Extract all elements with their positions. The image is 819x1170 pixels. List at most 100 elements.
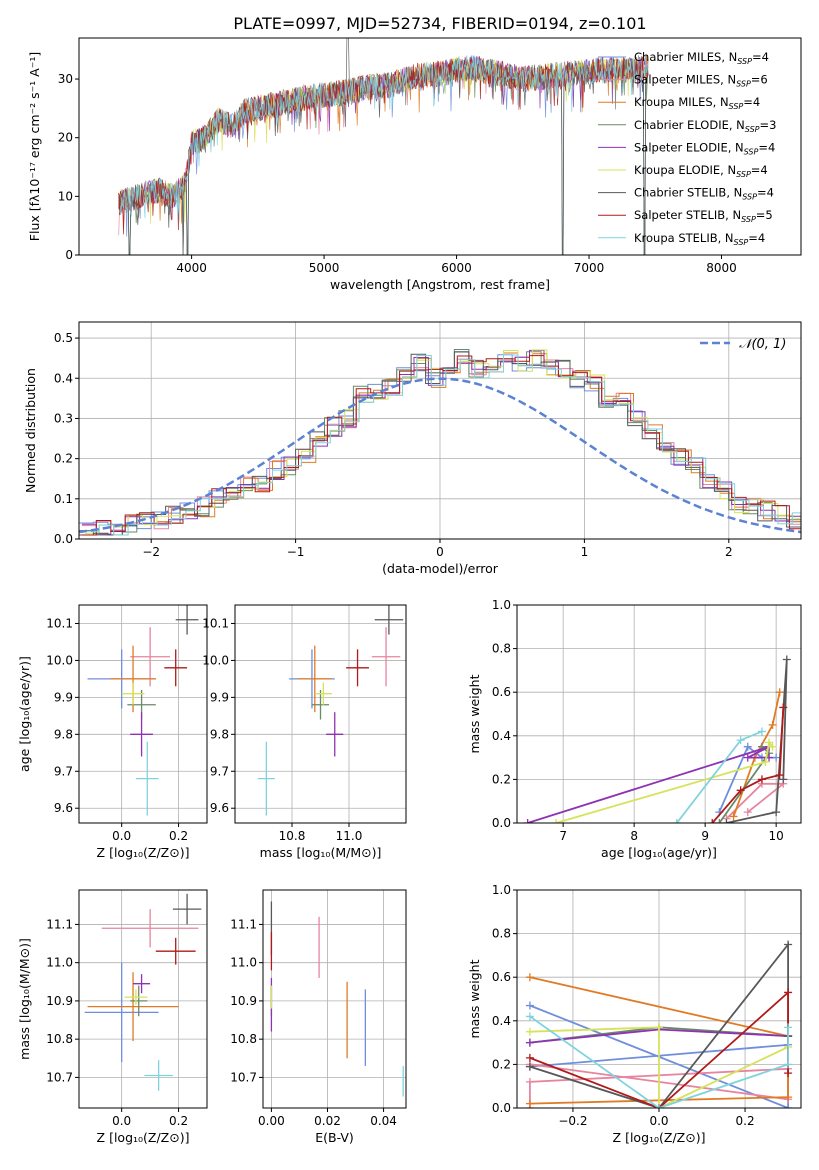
series-marker-kroupa-miles	[525, 973, 534, 982]
plot-area-age_vs_mass	[257, 605, 404, 816]
tick-label-y: 10.8	[230, 1032, 257, 1046]
tick-label-y: 0.2	[492, 1057, 511, 1071]
tick-label-y: 11.1	[46, 917, 73, 931]
tick-label-y: 30	[58, 72, 73, 86]
series-marker-kroupa-stelib	[655, 1104, 663, 1108]
y-axis-label: age [log₁₀(age/yr)]	[17, 656, 32, 772]
series-line-kroupa-elodie	[555, 740, 774, 823]
y-axis-label: mass weight	[467, 959, 482, 1038]
series-line-kroupa-miles	[732, 692, 781, 817]
series-marker-salpeter-stelib	[784, 1069, 793, 1078]
histogram-kroupa-stelib	[84, 354, 801, 536]
tick-label-y: 1.0	[492, 883, 511, 897]
tick-label-x: 8	[630, 829, 638, 843]
tick-label-y: 9.7	[54, 764, 73, 778]
tick-label-x: 7	[559, 829, 567, 843]
x-axis-label: Z [log₁₀(Z/Z⊙)]	[97, 845, 190, 860]
normal-legend-label: 𝒩(0, 1)	[739, 337, 786, 352]
tick-label-x: 0.04	[370, 1114, 397, 1128]
legend-entry: Chabrier ELODIE, NSSP=3	[634, 118, 776, 134]
x-axis-label: age [log₁₀(age/yr)]	[601, 845, 717, 860]
tick-label-y: 9.8	[54, 727, 73, 741]
tick-label-x: 0.2	[169, 1114, 188, 1128]
tick-label-y: 0.6	[492, 685, 511, 699]
tick-label-x: 8000	[706, 261, 737, 275]
series-marker-kroupa-stelib	[757, 727, 766, 736]
tick-label-x: −1	[287, 545, 305, 559]
series-marker-kroupa-miles	[729, 812, 738, 821]
tick-label-x: 10	[769, 829, 784, 843]
tick-label-x: 0.02	[314, 1114, 341, 1128]
series-line-chabrier-stelib	[726, 659, 788, 823]
panel-mass_vs_ebv: 0.00 0.02 0.04 10.7 10.8 10.9 11.0 11.1 E(B-V)	[230, 889, 407, 1145]
tick-label-y: 0.8	[492, 927, 511, 941]
tick-label-y: 0.8	[492, 642, 511, 656]
series-marker-salpeter-stelib	[784, 988, 793, 997]
tick-label-x: 6000	[441, 261, 472, 275]
tick-label-y: 0.2	[492, 772, 511, 786]
tick-label-x: 0.0	[112, 829, 131, 843]
y-axis-label: mass weight	[467, 674, 482, 753]
panel-age_vs_mass: 10.8 11.0 9.6 9.7 9.8 9.9 10.0 10.1 mass [log₁₀(…	[202, 604, 407, 860]
tick-label-y: 0.4	[492, 1014, 511, 1028]
legend-entry: Kroupa ELODIE, NSSP=4	[634, 163, 768, 179]
axes-frame	[262, 889, 407, 1109]
axes-frame	[78, 604, 208, 824]
tick-label-x: 9	[701, 829, 709, 843]
tick-label-y: 10.0	[46, 653, 73, 667]
series-marker-kroupa-stelib	[672, 819, 681, 823]
legend-entry: Chabrier STELIB, NSSP=4	[634, 186, 774, 202]
series-line-salpeter-miles	[725, 782, 786, 820]
tick-label-y: 0.2	[54, 452, 73, 466]
tick-label-x: 4000	[176, 261, 207, 275]
y-axis-label: Normed distribution	[23, 368, 38, 493]
x-axis-label: Z [log₁₀(Z/Z⊙)]	[613, 1130, 706, 1145]
axes-frame	[516, 604, 802, 824]
histogram-chabrier-stelib	[79, 351, 801, 536]
tick-label-x: 1	[581, 545, 589, 559]
tick-label-x: 7000	[574, 261, 605, 275]
plot-area-residuals	[79, 349, 801, 536]
series-marker-kroupa-stelib	[736, 736, 745, 745]
series-marker-salpeter-stelib	[757, 775, 766, 784]
tick-label-y: 11.1	[230, 917, 257, 931]
tick-label-y: 9.9	[210, 690, 229, 704]
series-marker-chabrier-miles	[525, 1001, 534, 1010]
axes-frame	[78, 889, 208, 1109]
tick-label-y: 0.4	[54, 371, 73, 385]
tick-label-x: 0.2	[736, 1114, 755, 1128]
plot-area-age_vs_Z	[87, 605, 199, 816]
legend-entry: Salpeter STELIB, NSSP=5	[634, 208, 773, 224]
plot-area-weight_vs_Z	[525, 940, 793, 1108]
series-marker-salpeter-miles	[743, 808, 752, 817]
tick-label-y: 10.9	[230, 994, 257, 1008]
tick-label-x: 0.2	[169, 829, 188, 843]
series-marker-salpeter-stelib	[708, 819, 717, 823]
panel-weight_vs_Z: −0.2 0.0 0.2 0.0 0.2 0.4 0.6 0.8 1.0 Z [log₁₀(Z/Z…	[467, 883, 802, 1145]
tick-label-y: 20	[58, 131, 73, 145]
series-marker-kroupa-miles	[525, 1099, 534, 1108]
panel-weight_vs_age: 7 8 9 10 0.0 0.2 0.4 0.6 0.8 1.0 age [log₁₀(age/yr…	[467, 598, 802, 860]
plot-area-spectrum	[118, 38, 649, 255]
x-axis-label: wavelength [Angstrom, rest frame]	[330, 277, 550, 292]
tick-label-y: 9.7	[210, 764, 229, 778]
tick-label-y: 9.9	[54, 690, 73, 704]
tick-label-y: 10.7	[230, 1070, 257, 1084]
series-marker-kroupa-miles	[784, 1093, 793, 1102]
series-marker-chabrier-stelib	[525, 1062, 534, 1071]
tick-label-x: −2	[142, 545, 160, 559]
tick-label-y: 11.0	[46, 956, 73, 970]
series-marker-chabrier-stelib	[779, 775, 788, 784]
tick-label-y: 9.6	[54, 801, 73, 815]
panel-age_vs_Z: 0.0 0.2 9.6 9.7 9.8 9.9 10.0 10.1 Z [log₁₀(Z/Z⊙)…	[17, 604, 208, 860]
series-marker-kroupa-elodie	[765, 738, 774, 747]
legend-entry: Salpeter MILES, NSSP=6	[634, 73, 768, 89]
tick-label-x: 0.0	[112, 1114, 131, 1128]
y-axis-label: mass [log₁₀(M/M⊙)]	[17, 938, 32, 1060]
series-marker-kroupa-stelib	[525, 1012, 534, 1021]
series-marker-chabrier-stelib	[784, 940, 793, 949]
tick-label-y: 9.8	[210, 727, 229, 741]
x-axis-label: (data-model)/error	[382, 561, 499, 576]
legend-entry: Chabrier MILES, NSSP=4	[634, 50, 769, 66]
